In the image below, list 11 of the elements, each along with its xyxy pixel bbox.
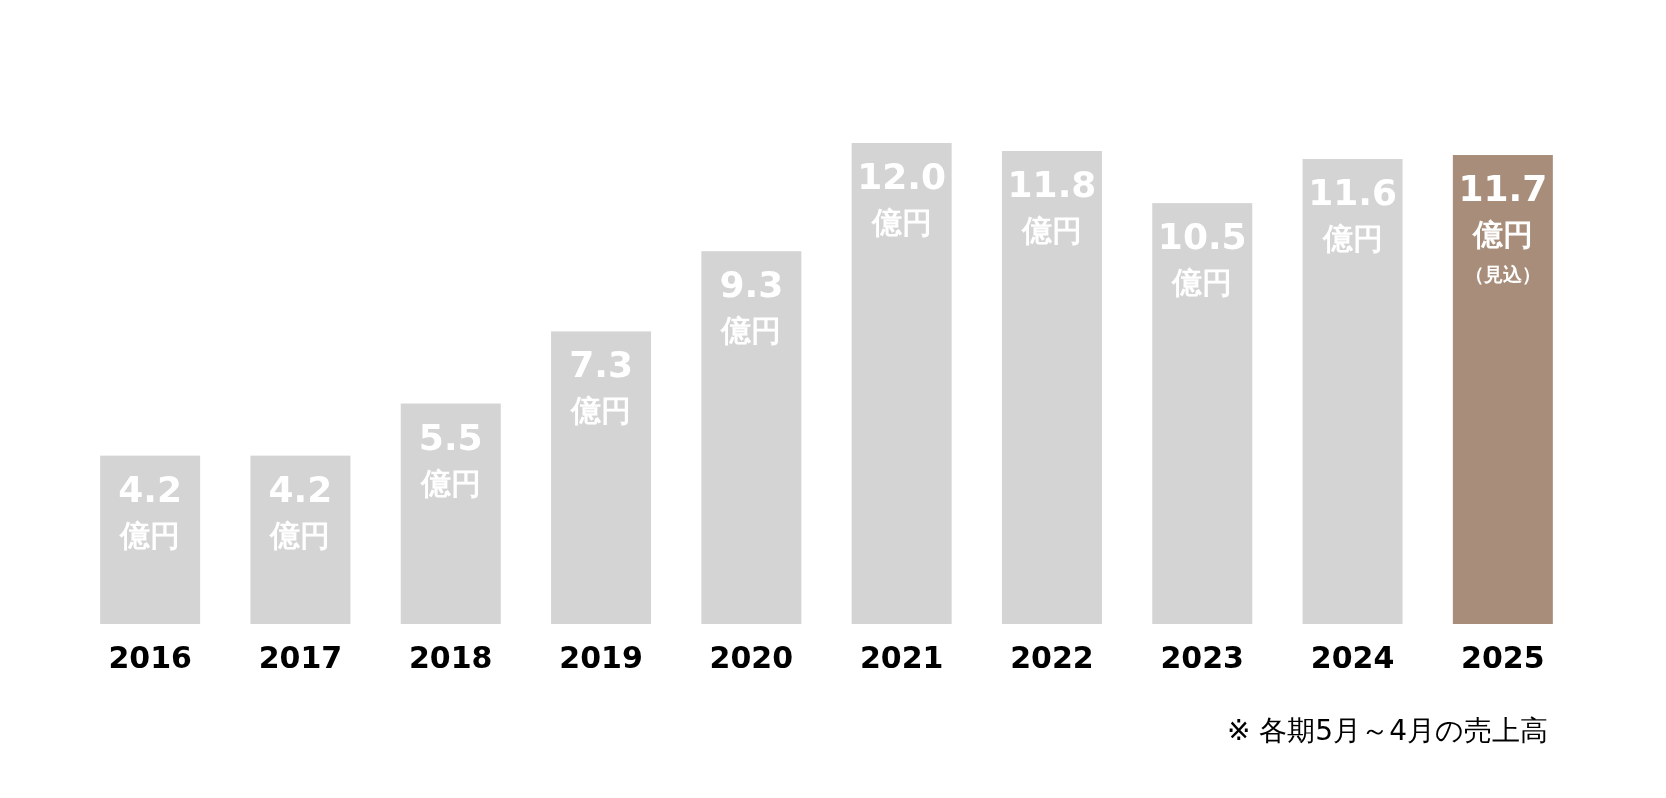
x-tick-label: 2021 [859, 640, 944, 675]
x-tick-label: 2018 [409, 640, 493, 675]
x-tick-label: 2024 [1310, 640, 1395, 675]
x-tick-label: 2019 [559, 640, 643, 675]
x-tick-label: 2022 [1010, 640, 1094, 675]
x-tick-label: 2023 [1160, 640, 1244, 675]
text: ※ 各期5月～4月の売上高 [1227, 714, 1548, 747]
x-tick-label: 2025 [1461, 640, 1545, 675]
x-tick-label: 2016 [108, 640, 192, 675]
x-tick-label: 2017 [258, 640, 343, 675]
x-tick-label: 2020 [709, 640, 794, 675]
